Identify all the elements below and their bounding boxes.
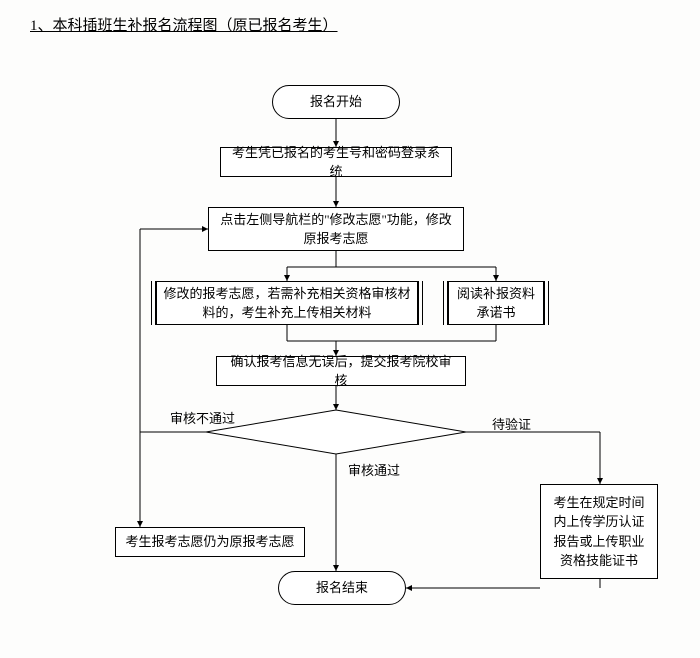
node-revert-text: 考生报考志愿仍为原报考志愿 bbox=[125, 532, 294, 552]
node-upload-materials: 修改的报考志愿，若需补充相关资格审核材料的，考生补充上传相关材料 bbox=[156, 281, 418, 325]
node-read-promise-text: 阅读补报资料承诺书 bbox=[455, 284, 537, 323]
node-start-text: 报名开始 bbox=[310, 92, 362, 112]
node-upload-cert: 考生在规定时间内上传学历认证报告或上传职业资格技能证书 bbox=[540, 484, 658, 579]
label-pending: 待验证 bbox=[492, 414, 531, 433]
page-title: 1、本科插班生补报名流程图（原已报名考生） bbox=[30, 14, 338, 35]
node-login: 考生凭已报名的考生号和密码登录系统 bbox=[220, 147, 452, 177]
node-login-text: 考生凭已报名的考生号和密码登录系统 bbox=[229, 143, 443, 182]
label-pass: 审核通过 bbox=[348, 460, 400, 479]
node-upload-cert-text: 考生在规定时间内上传学历认证报告或上传职业资格技能证书 bbox=[549, 493, 649, 571]
node-read-promise: 阅读补报资料承诺书 bbox=[448, 281, 544, 325]
node-confirm-text: 确认报考信息无误后，提交报考院校审核 bbox=[225, 352, 457, 391]
node-upload-materials-inner: 修改的报考志愿，若需补充相关资格审核材料的，考生补充上传相关材料 bbox=[156, 281, 418, 325]
node-end: 报名结束 bbox=[278, 571, 406, 605]
node-modify: 点击左侧导航栏的"修改志愿"功能，修改原报考志愿 bbox=[208, 207, 464, 251]
node-revert: 考生报考志愿仍为原报考志愿 bbox=[115, 527, 305, 557]
node-modify-text: 点击左侧导航栏的"修改志愿"功能，修改原报考志愿 bbox=[217, 210, 455, 249]
node-confirm: 确认报考信息无误后，提交报考院校审核 bbox=[216, 356, 466, 386]
node-upload-materials-text: 修改的报考志愿，若需补充相关资格审核材料的，考生补充上传相关材料 bbox=[163, 284, 411, 323]
label-fail: 审核不通过 bbox=[170, 408, 235, 427]
node-decision-text: 报考院校审核报考资格 bbox=[256, 426, 416, 445]
node-read-promise-inner: 阅读补报资料承诺书 bbox=[448, 281, 544, 325]
node-start: 报名开始 bbox=[272, 85, 400, 119]
node-end-text: 报名结束 bbox=[316, 578, 368, 598]
